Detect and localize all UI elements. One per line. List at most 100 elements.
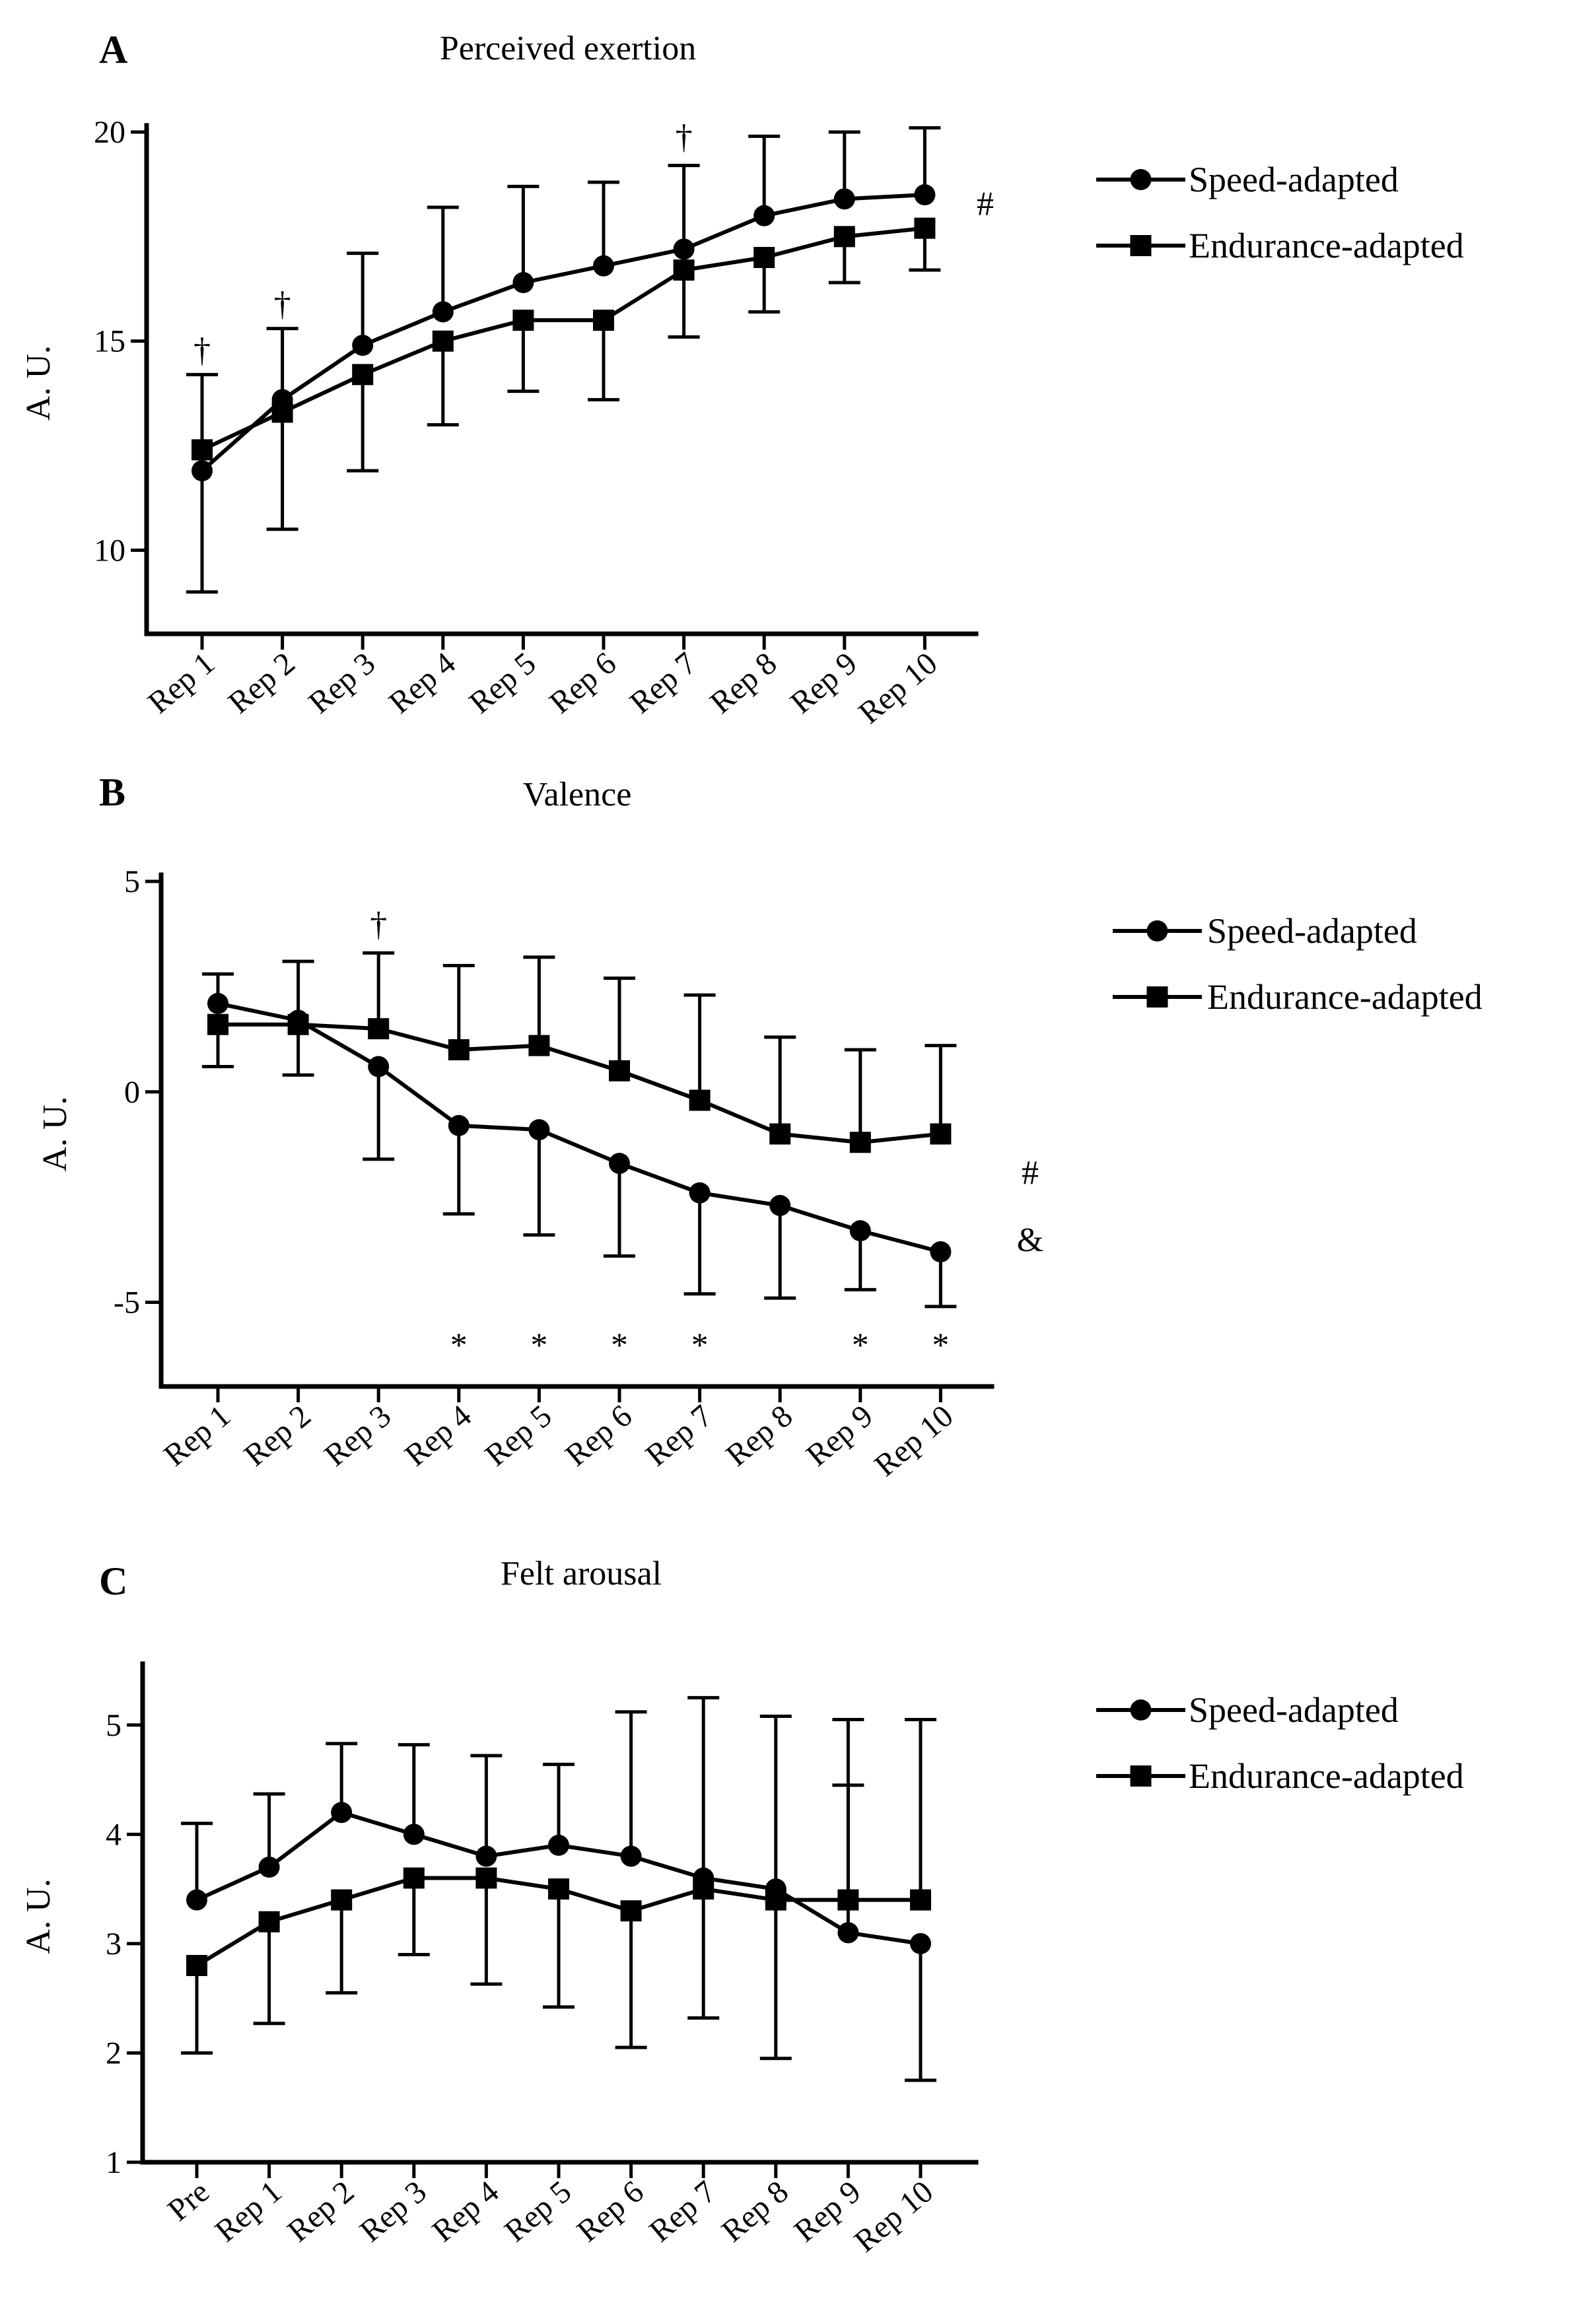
- x-tick-label: Rep 4: [398, 1398, 478, 1473]
- point-endurance-adapted: [673, 259, 695, 281]
- point-endurance-adapted: [689, 1089, 711, 1111]
- y-tick-label: 4: [106, 1817, 122, 1852]
- y-tick-label: 15: [94, 324, 125, 359]
- x-tick-label: Rep 9: [800, 1398, 880, 1473]
- legend-marker-circle: [1146, 920, 1168, 941]
- x-tick-label: Rep 10: [852, 646, 944, 731]
- significance-marker: &: [1017, 1221, 1043, 1259]
- point-endurance-adapted: [930, 1123, 952, 1145]
- x-tick-label: Rep 6: [559, 1398, 639, 1473]
- significance-marker: †: [193, 331, 211, 369]
- y-tick-label: 5: [106, 1708, 122, 1743]
- point-speed-adapted: [609, 1153, 630, 1175]
- point-endurance-adapted: [432, 330, 454, 352]
- point-endurance-adapted: [368, 1018, 390, 1040]
- x-tick-label: Rep 2: [281, 2174, 361, 2249]
- point-endurance-adapted: [609, 1060, 630, 1081]
- y-tick-label: 3: [106, 1927, 122, 1962]
- point-speed-adapted: [512, 272, 534, 293]
- series-line-endurance-adapted: [218, 1022, 941, 1145]
- point-speed-adapted: [930, 1241, 952, 1262]
- x-tick-label: Rep 3: [302, 646, 382, 720]
- point-endurance-adapted: [837, 1889, 859, 1911]
- significance-marker: #: [977, 186, 994, 223]
- x-tick-label: Rep 1: [157, 1398, 237, 1473]
- legend-marker-circle: [1130, 1699, 1152, 1721]
- y-axis-label: A. U.: [36, 1096, 74, 1171]
- point-speed-adapted: [914, 184, 936, 205]
- x-tick-label: Pre: [161, 2174, 216, 2228]
- point-speed-adapted: [910, 1932, 931, 1954]
- point-endurance-adapted: [620, 1900, 642, 1922]
- significance-marker: *: [530, 1326, 547, 1364]
- y-tick-label: -5: [114, 1285, 140, 1320]
- point-endurance-adapted: [207, 1013, 228, 1035]
- x-tick-label: Rep 10: [848, 2174, 940, 2259]
- significance-marker: *: [691, 1326, 709, 1364]
- point-endurance-adapted: [186, 1955, 207, 1976]
- point-endurance-adapted: [693, 1878, 715, 1900]
- y-tick-label: 10: [94, 533, 125, 568]
- point-speed-adapted: [593, 255, 614, 277]
- point-endurance-adapted: [910, 1889, 931, 1911]
- point-speed-adapted: [548, 1834, 569, 1856]
- point-speed-adapted: [331, 1802, 353, 1824]
- y-axis-label: A. U.: [20, 345, 57, 421]
- point-endurance-adapted: [192, 439, 213, 461]
- point-speed-adapted: [475, 1845, 497, 1867]
- panel-letter: B: [99, 770, 125, 814]
- legend-label: Speed-adapted: [1189, 160, 1399, 199]
- point-speed-adapted: [186, 1889, 207, 1911]
- legend-label: Speed-adapted: [1207, 911, 1417, 951]
- x-tick-label: Rep 3: [353, 2174, 433, 2249]
- point-endurance-adapted: [475, 1867, 497, 1889]
- panel-letter: A: [99, 28, 127, 71]
- point-endurance-adapted: [258, 1911, 280, 1932]
- y-axis-label: A. U.: [20, 1878, 57, 1954]
- legend-label: Endurance-adapted: [1189, 1756, 1464, 1796]
- chart-title: Valence: [523, 776, 632, 813]
- point-endurance-adapted: [593, 310, 614, 331]
- x-tick-label: Rep 1: [209, 2174, 289, 2249]
- panel-a: A Perceived exertion 10 15 20 A. U. Rep 1 Rep 2…: [20, 28, 1464, 731]
- panel-letter: C: [99, 1559, 127, 1603]
- x-tick-label: Rep 7: [623, 646, 703, 720]
- point-endurance-adapted: [528, 1035, 550, 1056]
- point-speed-adapted: [192, 460, 213, 481]
- significance-marker: *: [932, 1326, 949, 1364]
- significance-marker: †: [274, 286, 291, 324]
- x-tick-label: Rep 4: [382, 646, 462, 720]
- point-endurance-adapted: [271, 401, 293, 423]
- point-endurance-adapted: [331, 1889, 353, 1911]
- significance-marker: †: [676, 118, 693, 156]
- legend: Speed-adapted Endurance-adapted: [1096, 160, 1464, 265]
- point-endurance-adapted: [765, 1889, 786, 1911]
- point-endurance-adapted: [403, 1867, 425, 1889]
- legend-marker-circle: [1130, 169, 1152, 190]
- y-tick-label: 0: [124, 1075, 140, 1110]
- point-speed-adapted: [769, 1194, 791, 1216]
- x-tick-label: Rep 2: [222, 646, 302, 720]
- point-speed-adapted: [368, 1056, 390, 1077]
- point-speed-adapted: [528, 1119, 550, 1141]
- point-endurance-adapted: [914, 217, 936, 239]
- x-tick-label: Rep 8: [715, 2174, 795, 2249]
- point-speed-adapted: [833, 188, 855, 210]
- series-line-endurance-adapted: [201, 226, 925, 452]
- x-tick-label: Rep 5: [463, 646, 543, 720]
- legend-marker-square: [1130, 235, 1152, 256]
- point-speed-adapted: [207, 992, 228, 1014]
- point-speed-adapted: [432, 301, 454, 323]
- point-speed-adapted: [849, 1220, 871, 1242]
- x-tick-label: Rep 5: [479, 1398, 559, 1473]
- x-tick-label: Rep 9: [784, 646, 864, 720]
- series-line-speed-adapted: [201, 193, 925, 473]
- legend-label: Endurance-adapted: [1189, 226, 1464, 265]
- legend-marker-square: [1130, 1765, 1152, 1787]
- chart-title: Perceived exertion: [440, 30, 696, 67]
- x-tick-label: Rep 2: [238, 1398, 318, 1473]
- x-tick-label: Rep 7: [639, 1398, 719, 1473]
- point-speed-adapted: [689, 1182, 711, 1204]
